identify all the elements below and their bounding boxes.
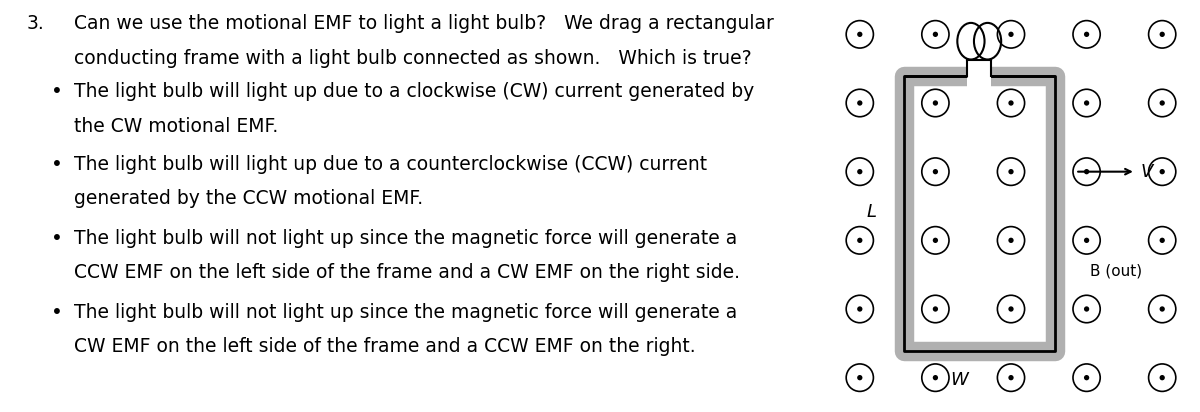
Text: CCW EMF on the left side of the frame and a CW EMF on the right side.: CCW EMF on the left side of the frame an… xyxy=(74,263,740,282)
Text: B (out): B (out) xyxy=(1091,263,1142,279)
Circle shape xyxy=(1084,169,1090,174)
Circle shape xyxy=(932,101,938,105)
Circle shape xyxy=(1159,238,1165,243)
Text: conducting frame with a light bulb connected as shown.   Which is true?: conducting frame with a light bulb conne… xyxy=(74,49,751,68)
Circle shape xyxy=(857,238,863,243)
Circle shape xyxy=(857,32,863,37)
Circle shape xyxy=(1159,307,1165,311)
Text: generated by the CCW motional EMF.: generated by the CCW motional EMF. xyxy=(74,189,424,208)
Text: the CW motional EMF.: the CW motional EMF. xyxy=(74,117,278,136)
Text: CW EMF on the left side of the frame and a CCW EMF on the right.: CW EMF on the left side of the frame and… xyxy=(74,337,696,356)
Circle shape xyxy=(932,307,938,311)
Text: •: • xyxy=(50,229,62,248)
Circle shape xyxy=(932,32,938,37)
Text: V: V xyxy=(1141,163,1153,181)
Text: •: • xyxy=(50,82,62,101)
Circle shape xyxy=(1008,238,1014,243)
Text: 3.: 3. xyxy=(26,14,44,33)
Bar xyxy=(904,76,1055,351)
Circle shape xyxy=(1084,101,1090,105)
Circle shape xyxy=(1159,101,1165,105)
Circle shape xyxy=(932,238,938,243)
Circle shape xyxy=(1159,169,1165,174)
Circle shape xyxy=(857,169,863,174)
Text: The light bulb will not light up since the magnetic force will generate a: The light bulb will not light up since t… xyxy=(74,303,737,322)
Circle shape xyxy=(1084,238,1090,243)
Text: The light bulb will not light up since the magnetic force will generate a: The light bulb will not light up since t… xyxy=(74,229,737,248)
Text: •: • xyxy=(50,154,62,173)
Circle shape xyxy=(1159,375,1165,380)
Circle shape xyxy=(1084,375,1090,380)
Circle shape xyxy=(1008,101,1014,105)
Text: The light bulb will light up due to a clockwise (CW) current generated by: The light bulb will light up due to a cl… xyxy=(74,82,755,101)
Text: W: W xyxy=(950,371,968,389)
Text: Can we use the motional EMF to light a light bulb?   We drag a rectangular: Can we use the motional EMF to light a l… xyxy=(74,14,774,33)
Circle shape xyxy=(1008,375,1014,380)
Circle shape xyxy=(1008,307,1014,311)
Bar xyxy=(904,76,1055,351)
Circle shape xyxy=(1008,32,1014,37)
Circle shape xyxy=(1084,32,1090,37)
Text: L: L xyxy=(866,203,876,221)
Circle shape xyxy=(857,307,863,311)
Circle shape xyxy=(857,375,863,380)
Circle shape xyxy=(932,375,938,380)
Text: •: • xyxy=(50,303,62,322)
Circle shape xyxy=(932,169,938,174)
Text: The light bulb will light up due to a counterclockwise (CCW) current: The light bulb will light up due to a co… xyxy=(74,154,707,173)
Circle shape xyxy=(1008,169,1014,174)
Circle shape xyxy=(1084,307,1090,311)
Circle shape xyxy=(857,101,863,105)
Circle shape xyxy=(1159,32,1165,37)
